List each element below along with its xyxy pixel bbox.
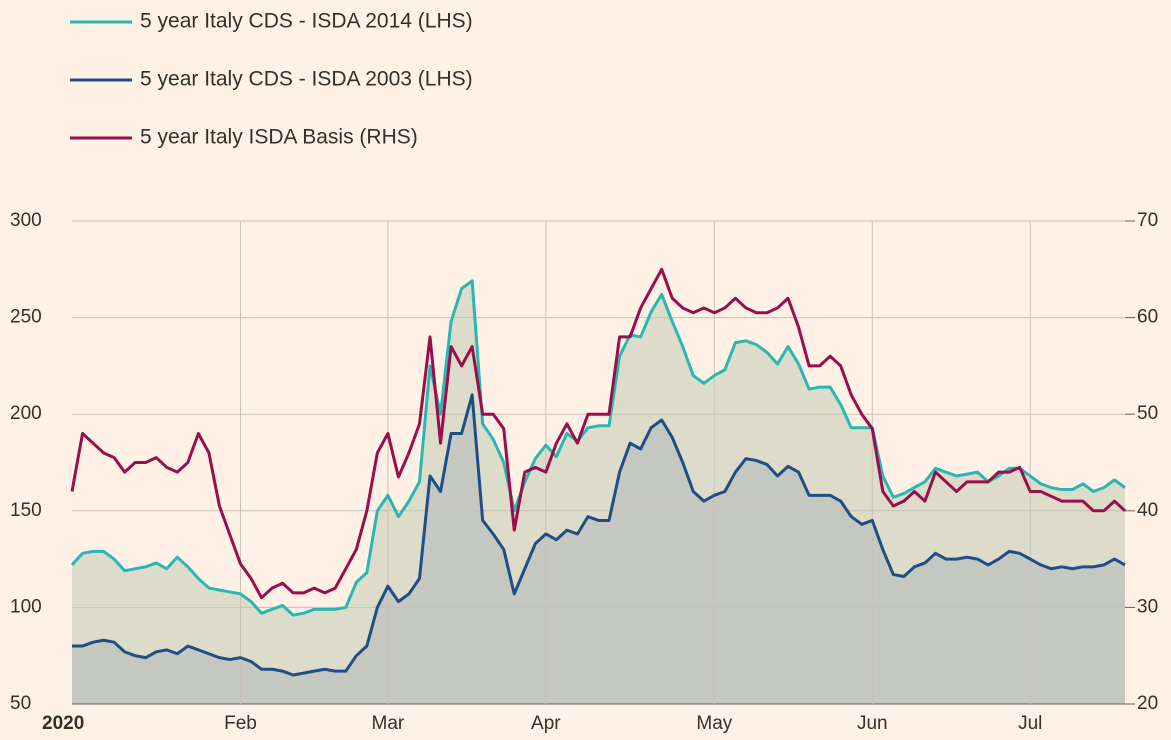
x-tick-label: Mar [372,713,405,734]
line [70,279,1126,617]
y2-tick-label: 60 [1137,307,1158,328]
y2-tick-label: 70 [1137,210,1158,231]
y-tick-label: 250 [10,307,42,328]
y-tick-label: 100 [10,596,42,617]
y-tick-label: 200 [10,403,42,424]
y-tick-label: 150 [10,500,42,521]
x-tick-label: Feb [224,713,257,734]
y2-tick-label: 30 [1137,596,1158,617]
x-tick-label: May [696,713,732,734]
legend-label: 5 year Italy CDS - ISDA 2014 (LHS) [140,10,473,33]
y2-tick-label: 20 [1137,693,1158,714]
y2-tick-label: 40 [1137,500,1158,521]
area [72,394,1125,704]
x-tick-label: Apr [531,713,561,734]
x-tick-label: 2020 [42,713,84,734]
y-tick-label: 300 [10,210,42,231]
legend-label: 5 year Italy ISDA Basis (RHS) [140,126,418,149]
line [72,393,1126,677]
x-tick-label: Jul [1018,713,1042,734]
y2-tick-label: 50 [1137,403,1158,424]
x-tick-label: Jun [857,713,888,734]
legend-label: 5 year Italy CDS - ISDA 2003 (LHS) [140,68,473,91]
line [70,267,1127,600]
y-tick-label: 50 [10,693,31,714]
